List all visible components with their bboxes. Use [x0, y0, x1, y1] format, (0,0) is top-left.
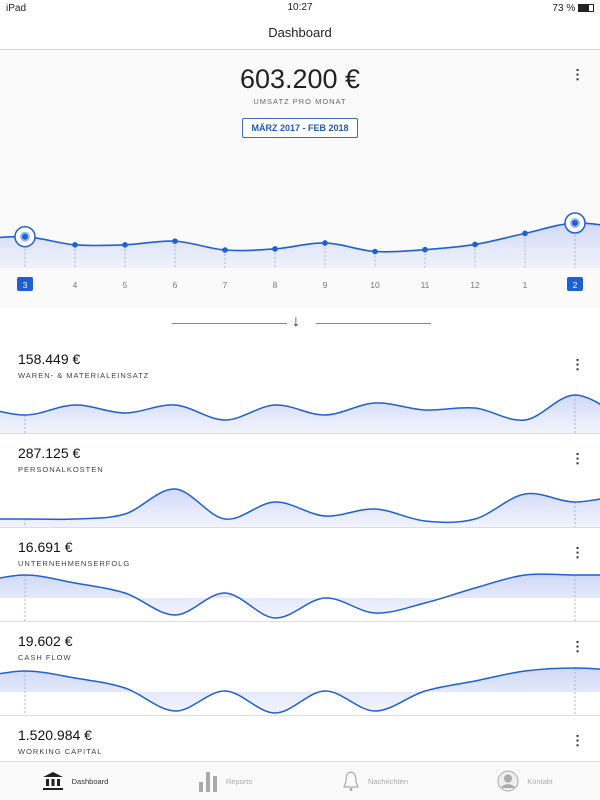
revenue-panel: 603.200 € UMSATZ PRO MONAT MÄRZ 2017 - F… [0, 50, 600, 308]
data-point[interactable] [122, 242, 128, 248]
month-tick-label[interactable]: 2 [573, 280, 578, 290]
more-options-icon[interactable]: ··· [570, 734, 586, 748]
month-tick-label[interactable]: 11 [421, 280, 430, 290]
data-point[interactable] [472, 241, 478, 248]
kpi-label: PERSONALKOSTEN [18, 465, 104, 474]
kpi-label: WAREN- & MATERIALEINSATZ [18, 371, 150, 380]
month-tick-label[interactable]: 9 [323, 280, 328, 290]
bank-icon [42, 771, 64, 791]
revenue-label: UMSATZ PRO MONAT [253, 97, 347, 106]
page-title: Dashboard [268, 25, 332, 40]
month-tick-label[interactable]: 5 [123, 280, 128, 290]
status-bar: iPad 10:27 73 % [0, 0, 600, 16]
kpi-amount: 158.449 € [18, 351, 81, 367]
selected-month-badge[interactable] [17, 277, 33, 291]
nav-bar: Dashboard [0, 16, 600, 50]
kpi-label: WORKING CAPITAL [18, 747, 103, 756]
area-fill [0, 395, 600, 433]
tab-label: Reports [225, 776, 253, 786]
series-line [0, 667, 600, 714]
more-options-icon[interactable]: ··· [570, 68, 586, 82]
kpi-card[interactable]: 287.125 € PERSONALKOSTEN ··· [0, 434, 600, 528]
tab-reports[interactable]: Reports [150, 762, 300, 800]
tab-label: Dashboard [71, 776, 109, 786]
tab-dashboard[interactable]: Dashboard [0, 762, 150, 800]
kpi-card[interactable]: 19.602 € CASH FLOW ··· [0, 622, 600, 716]
kpi-sparkline [0, 573, 600, 621]
month-tick-label[interactable]: 12 [470, 280, 480, 290]
kpi-label: UNTERNEHMENSERFOLG [18, 559, 131, 568]
selected-month-badge[interactable] [567, 277, 583, 291]
series-line [0, 394, 600, 421]
arrow-down-icon[interactable]: ↓ [292, 313, 300, 330]
tab-bar: Dashboard Reports Nachrichten Kontakt [0, 761, 600, 800]
tab-nachrichten[interactable]: Nachrichten [300, 762, 450, 800]
series-line [0, 222, 600, 253]
data-point[interactable] [272, 246, 278, 252]
series-line [0, 488, 600, 524]
kpi-card[interactable]: 1.520.984 € WORKING CAPITAL ··· [0, 716, 600, 764]
series-line [0, 573, 600, 619]
data-point[interactable] [20, 231, 30, 242]
date-range-button[interactable]: MÄRZ 2017 - FEB 2018 [242, 118, 358, 138]
data-point[interactable] [172, 238, 178, 244]
user-icon [497, 770, 519, 792]
month-tick-label[interactable]: 8 [273, 280, 278, 290]
kpi-sparkline [0, 394, 600, 433]
expand-divider[interactable]: ↓ [0, 308, 600, 340]
kpi-amount: 19.602 € [18, 633, 73, 649]
data-point[interactable] [72, 242, 78, 248]
area-fill [0, 574, 600, 619]
data-point[interactable] [372, 248, 378, 255]
month-tick-label[interactable]: 6 [173, 280, 178, 290]
data-point[interactable] [522, 230, 528, 237]
data-point[interactable] [570, 218, 580, 228]
month-tick-label[interactable]: 7 [223, 280, 228, 290]
month-tick-label[interactable]: 4 [73, 280, 78, 290]
area-fill [0, 488, 600, 527]
kpi-card[interactable]: 16.691 € UNTERNEHMENSERFOLG ··· [0, 528, 600, 622]
kpi-sparkline [0, 488, 600, 527]
data-point[interactable] [422, 246, 428, 253]
tab-kontakt[interactable]: Kontakt [450, 762, 600, 800]
clock: 10:27 [287, 2, 313, 13]
kpi-amount: 287.125 € [18, 445, 81, 461]
kpi-sparkline [0, 667, 600, 715]
data-point[interactable] [322, 240, 328, 246]
month-tick-label[interactable]: 3 [23, 280, 28, 290]
divider-line [316, 323, 431, 324]
battery-icon [578, 3, 594, 12]
divider-line [172, 323, 287, 324]
data-point[interactable] [222, 247, 228, 253]
month-tick-label[interactable]: 10 [370, 280, 380, 290]
battery: 73 % [552, 3, 594, 14]
bar-chart-icon [198, 770, 218, 792]
revenue-amount: 603.200 € [239, 64, 361, 94]
device-name: iPad [6, 2, 27, 14]
kpi-card[interactable]: 158.449 € WAREN- & MATERIALEINSATZ ··· [0, 340, 600, 434]
revenue-chart[interactable]: 3 4 5 6 7 8 9 10 11 12 1 2 [0, 148, 600, 308]
kpi-label: CASH FLOW [18, 653, 72, 662]
kpi-amount: 1.520.984 € [18, 727, 92, 743]
tab-label: Nachrichten [367, 776, 409, 786]
tab-label: Kontakt [527, 776, 553, 786]
month-tick-label[interactable]: 1 [523, 280, 528, 290]
kpi-amount: 16.691 € [18, 539, 73, 555]
bell-icon [342, 770, 360, 792]
area-fill [0, 668, 600, 713]
